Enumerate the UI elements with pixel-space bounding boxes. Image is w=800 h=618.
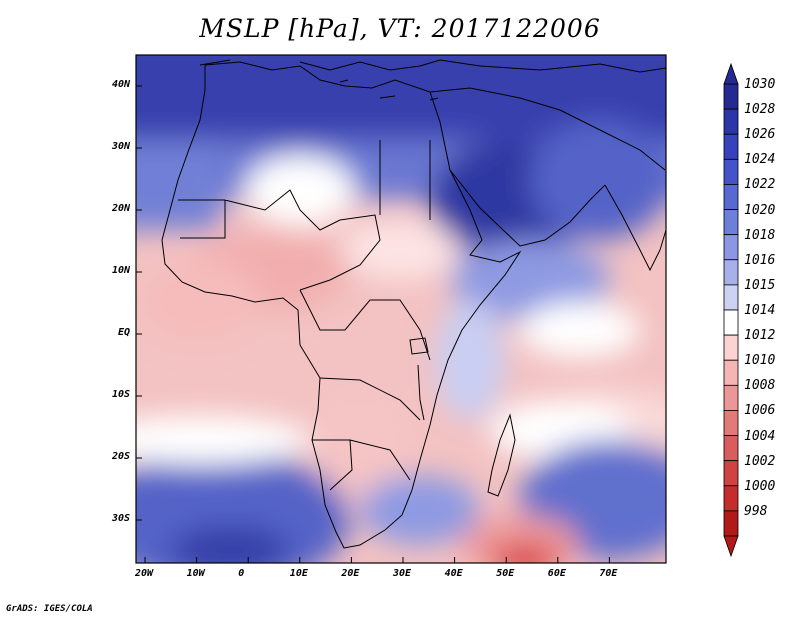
lon-tick-label: 10W (186, 568, 205, 579)
colorbar-level-label: 1006 (744, 403, 776, 419)
colorbar-swatch (723, 259, 739, 286)
colorbar-level-label: 1012 (744, 328, 776, 344)
colorbar-level-label: 1016 (744, 252, 776, 268)
coastlines (161, 59, 666, 549)
colorbar-swatch (723, 83, 739, 110)
lon-tick-label: 30E (393, 568, 412, 579)
europe-coastline (199, 59, 666, 73)
lat-tick-label: 40N (111, 79, 130, 90)
arabia-coastline (429, 87, 666, 247)
colorbar-level-label: 1030 (744, 77, 776, 92)
chart-title: MSLP [hPa], VT: 2017122006 (199, 14, 601, 43)
colorbar-top-arrow (723, 62, 739, 85)
colorbar-swatch (723, 359, 739, 386)
colorbar-level-label: 1002 (744, 453, 776, 469)
lat-tick-label: 20N (111, 203, 130, 214)
lon-tick-label: 20W (135, 568, 154, 579)
colorbar-swatch (723, 158, 739, 185)
colorbar-swatch (723, 410, 739, 436)
country-borders (178, 140, 431, 491)
colorbar-level-label: 1022 (744, 177, 776, 193)
colorbar-level-label: 1024 (744, 152, 776, 168)
colorbar-swatch (723, 485, 739, 512)
colorbar-swatch (723, 334, 739, 361)
lon-tick-label: 70E (599, 568, 618, 579)
lon-tick-label: 50E (496, 568, 515, 579)
madagascar-coastline (487, 413, 516, 497)
colorbar-level-label: 1010 (744, 353, 776, 369)
southern-low (490, 545, 560, 563)
lat-tick-label: 10S (111, 389, 130, 400)
lon-tick-label: 10E (289, 568, 308, 579)
colorbar-level-label: 1008 (744, 378, 776, 394)
colorbar-level-label: 1014 (744, 303, 776, 318)
colorbar-level-label: 1018 (744, 227, 776, 243)
colorbar-swatch (723, 108, 739, 135)
lon-tick-label: 20E (341, 568, 360, 579)
latitude-ticks (136, 85, 142, 521)
pressure-field (136, 55, 666, 563)
colorbar-swatch (723, 133, 739, 160)
colorbar-swatch (723, 384, 739, 411)
india-coastline (604, 184, 666, 272)
footer-credit: GrADS: IGES/COLA (6, 604, 93, 614)
lat-tick-label: 30S (111, 513, 130, 524)
lon-tick-label: 0 (238, 568, 245, 579)
colorbar-swatch (723, 435, 739, 462)
colorbar-level-label: 1015 (744, 277, 776, 293)
longitude-ticks (144, 557, 610, 563)
colorbar-swatch (723, 209, 739, 236)
colorbar-swatch (723, 309, 739, 336)
colorbar-swatch (723, 234, 739, 261)
lat-tick-label: 20S (111, 451, 130, 462)
colorbar-swatch (723, 184, 739, 210)
colorbar-level-label: 998 (744, 503, 768, 519)
lat-tick-label: EQ (117, 327, 130, 338)
colorbar-level-label: 1026 (744, 127, 776, 143)
colorbar-swatch (723, 284, 739, 311)
colorbar (723, 62, 739, 558)
lake-tanganyika (417, 364, 425, 421)
lake-victoria (409, 337, 429, 355)
colorbar-level-label: 1028 (744, 102, 776, 118)
colorbar-level-label: 1004 (744, 428, 776, 444)
lat-tick-label: 10N (111, 265, 130, 276)
colorbar-bottom-arrow (723, 535, 739, 558)
colorbar-swatch (723, 460, 739, 487)
mediterranean-islands (339, 79, 439, 101)
lat-tick-label: 30N (111, 141, 130, 152)
map-frame (135, 54, 667, 564)
colorbar-level-label: 1020 (744, 202, 776, 218)
colorbar-swatch (723, 510, 739, 537)
colorbar-level-label: 1000 (744, 478, 776, 494)
lon-tick-label: 60E (547, 568, 566, 579)
lon-tick-label: 40E (444, 568, 463, 579)
